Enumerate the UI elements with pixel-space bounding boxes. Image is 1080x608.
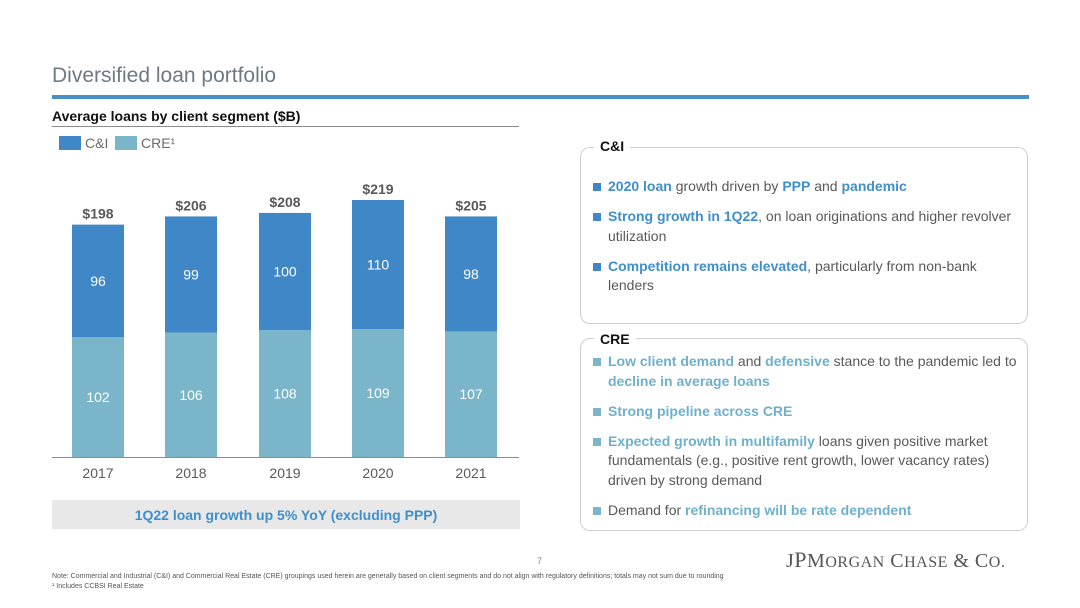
- x-tick-label-2020: 2020: [362, 465, 393, 481]
- cre-panel: CRE Low client demand and defensive stan…: [580, 331, 1028, 531]
- bar-ci-2018: [165, 216, 217, 333]
- data-label-cre-2020: 109: [366, 385, 390, 401]
- bullet-square-icon: [593, 262, 601, 271]
- footnote-note: Note: Commercial and Industrial (C&I) an…: [52, 573, 724, 580]
- x-tick-label-2019: 2019: [269, 465, 300, 481]
- total-label-2019: $208: [269, 194, 300, 210]
- bar-cre-2021: [445, 331, 497, 457]
- company-logo: JPMORGAN CHASE & CO.: [786, 547, 1006, 572]
- loan-growth-callout: 1Q22 loan growth up 5% YoY (excluding PP…: [52, 500, 520, 529]
- x-tick-label-2021: 2021: [455, 465, 486, 481]
- title-rule: [52, 95, 1029, 99]
- cre-bullet: Strong pipeline across CRE: [593, 402, 1019, 422]
- bar-cre-2019: [259, 330, 311, 457]
- x-tick-label-2017: 2017: [82, 465, 113, 481]
- bar-ci-2020: [352, 200, 404, 330]
- cre-bullet: Demand for refinancing will be rate depe…: [593, 501, 1019, 521]
- legend-item-cre: CRE¹: [115, 135, 175, 151]
- legend-label-ci: C&I: [85, 135, 109, 151]
- bullet-square-icon: [593, 407, 601, 416]
- page-number: 7: [537, 556, 543, 566]
- ci-bullet: Strong growth in 1Q22, on loan originati…: [593, 207, 1019, 246]
- cre-bullet: Low client demand and defensive stance t…: [593, 352, 1019, 391]
- total-label-2021: $205: [455, 197, 486, 213]
- ci-panel: C&I 2020 loan growth driven by PPP and p…: [580, 138, 1028, 324]
- ci-bullet: 2020 loan growth driven by PPP and pande…: [593, 177, 1019, 197]
- cre-bullet: Expected growth in multifamily loans giv…: [593, 432, 1019, 491]
- bar-ci-2019: [259, 212, 311, 331]
- data-label-cre-2018: 106: [179, 387, 203, 403]
- ci-panel-label: C&I: [594, 138, 631, 154]
- data-label-ci-2018: 99: [183, 267, 199, 283]
- page-title: Diversified loan portfolio: [52, 64, 277, 87]
- bullet-square-icon: [593, 183, 601, 191]
- chart-title: Average loans by client segment ($B): [52, 108, 301, 124]
- bar-ci-2017: [72, 224, 124, 338]
- stacked-bar-chart: 102 96 $198 2017 106 99 $206 2018 108 100 $208 2019…: [52, 181, 519, 481]
- bullet-square-icon: [593, 358, 601, 366]
- legend-item-ci: C&I: [59, 135, 108, 151]
- bullet-square-icon: [593, 506, 601, 515]
- data-label-cre-2021: 107: [459, 386, 483, 402]
- data-label-cre-2017: 102: [86, 389, 110, 405]
- bar-cre-2017: [72, 337, 124, 457]
- data-label-ci-2020: 110: [367, 257, 390, 273]
- ci-bullet-list: 2020 loan growth driven by PPP and pande…: [593, 177, 1019, 306]
- bullet-square-icon: [593, 213, 601, 221]
- total-label-2018: $206: [175, 197, 206, 213]
- cre-panel-label: CRE: [594, 331, 636, 347]
- data-label-cre-2019: 108: [273, 386, 297, 402]
- data-label-ci-2019: 100: [273, 264, 297, 280]
- data-label-ci-2021: 98: [463, 266, 479, 282]
- cre-bullet-list: Low client demand and defensive stance t…: [593, 352, 1019, 531]
- data-label-ci-2017: 96: [90, 273, 106, 289]
- bar-ci-2021: [445, 216, 497, 332]
- legend-label-cre: CRE¹: [141, 135, 176, 151]
- bar-cre-2018: [165, 332, 217, 457]
- footnote-cre: ¹ Includes CCBSI Real Estate: [52, 583, 144, 590]
- legend-swatch-ci: [59, 136, 81, 150]
- legend-swatch-cre: [115, 136, 137, 150]
- chart-title-rule: [52, 126, 519, 127]
- bar-cre-2020: [352, 329, 404, 457]
- total-label-2020: $219: [362, 181, 393, 197]
- total-label-2017: $198: [82, 206, 113, 222]
- ci-bullet: Competition remains elevated, particular…: [593, 257, 1019, 296]
- x-tick-label-2018: 2018: [175, 465, 206, 481]
- bullet-square-icon: [593, 437, 601, 446]
